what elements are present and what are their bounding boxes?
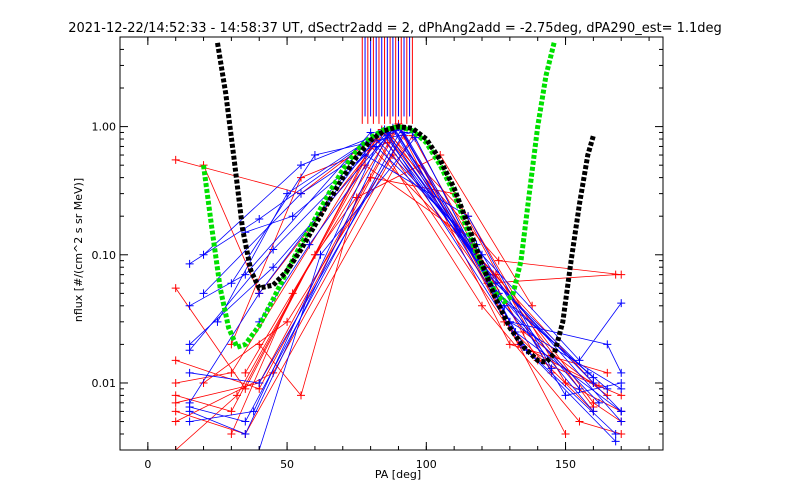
red-series-line-10: [244, 177, 552, 374]
red-series-point-12-1: [227, 368, 236, 377]
blue-series-point-10-1: [305, 240, 314, 249]
blue-series-point-8-1: [310, 151, 319, 160]
y-tick-label-1: 0.10: [92, 249, 117, 262]
red-series-point-10-0: [241, 368, 250, 377]
chart-title: 2021-12-22/14:52:33 - 14:58:37 UT, dSect…: [68, 21, 722, 36]
red-series-point-3-4: [575, 417, 584, 426]
x-tick-label-3: 150: [555, 458, 576, 471]
blue-series-point-7-0: [213, 317, 222, 326]
blue-series-line-5: [189, 145, 622, 422]
red-series-point-6-4: [561, 429, 570, 438]
red-series-point-2-0: [171, 356, 180, 365]
red-series-point-13-0: [171, 398, 180, 407]
axes: 0 50 100 150 0.01 0.10 1.00: [92, 36, 663, 471]
red-series-line-1: [175, 145, 622, 422]
red-series-line-7: [203, 131, 594, 384]
red-series-line-6: [175, 164, 566, 450]
red-series-point-12-3: [494, 256, 503, 265]
blue-series-point-15-1: [316, 250, 325, 259]
blue-series-point-4-4: [611, 429, 620, 438]
red-series-line-11: [258, 154, 533, 397]
blue-series-point-9-4: [547, 364, 556, 373]
x-tick-label-0: 0: [144, 458, 151, 471]
blue-series-point-0-0: [185, 259, 194, 268]
blue-series-point-2-5: [617, 368, 626, 377]
blue-series-point-14-0: [199, 289, 208, 298]
blue-series-point-15-4: [617, 384, 626, 393]
blue-series-point-8-4: [617, 407, 626, 416]
blue-series-point-6-4: [603, 384, 612, 393]
blue-series-point-0-1: [255, 215, 264, 224]
blue-series-point-1-5: [617, 299, 626, 308]
y-tick-label-2: 1.00: [92, 121, 117, 134]
blue-series-point-1-1: [241, 270, 250, 279]
blue-series-point-13-1: [269, 245, 278, 254]
red-series-point-1-0: [171, 284, 180, 293]
blue-series-point-1-0: [185, 301, 194, 310]
blue-series-point-3-0: [185, 368, 194, 377]
blue-series-point-4-1: [241, 429, 250, 438]
blue-series-point-6-1: [297, 161, 305, 170]
blue-series-line-0: [189, 128, 622, 412]
red-series-point-3-1: [227, 407, 236, 416]
red-series-point-9-1: [297, 173, 305, 182]
red-series-point-5-0: [171, 417, 180, 426]
blue-series-point-1-4: [575, 356, 584, 365]
blue-series-point-9-1: [288, 212, 297, 221]
red-series-point-11-0: [255, 340, 264, 349]
fit-black-curve: [215, 42, 596, 365]
blue-series-point-14-1: [297, 189, 305, 198]
blue-series-point-2-4: [603, 340, 612, 349]
blue-series-point-2-1: [269, 263, 278, 272]
plot-area: [171, 37, 626, 450]
blue-series-point-5-0: [185, 417, 194, 426]
red-series-point-2-3: [505, 340, 514, 349]
red-series-point-14-0: [227, 429, 236, 438]
red-series-line-2: [175, 125, 608, 390]
blue-series-point-5-4: [561, 391, 570, 400]
blue-series-point-12-1: [241, 417, 250, 426]
y-tick-label-0: 0.01: [92, 377, 117, 390]
blue-series-point-11-1: [255, 289, 264, 298]
blue-series-point-14-4: [575, 384, 584, 393]
red-series-line-9: [231, 142, 616, 345]
red-series-point-12-0: [171, 378, 180, 387]
x-axis-label: PA [deg]: [375, 468, 421, 481]
blue-series-point-6-0: [199, 250, 208, 259]
blue-series-point-3-1: [255, 378, 264, 387]
x-tick-label-1: 50: [280, 458, 294, 471]
y-axis-label: nflux [#/(cm^2 s sr MeV)]: [72, 178, 85, 322]
blue-series-point-3-4: [589, 407, 598, 416]
red-series-point-3-3: [478, 301, 486, 310]
blue-series-point-13-0: [185, 346, 194, 355]
x-tick-label-2: 100: [416, 458, 437, 471]
blue-series-point-8-0: [227, 279, 236, 288]
blue-series-point-10-4: [594, 398, 603, 407]
red-series-line-0: [175, 128, 622, 412]
red-series-point-12-4: [617, 270, 626, 279]
red-series-point-8-1: [283, 317, 292, 326]
plot-frame: [119, 36, 664, 451]
red-series-point-6-1: [232, 391, 241, 400]
blue-series-point-12-0: [185, 402, 194, 411]
blue-series-point-12-4: [611, 437, 620, 446]
blue-series-point-13-4: [589, 373, 598, 382]
red-series-point-4-0: [171, 407, 180, 416]
red-series-point-11-1: [297, 391, 305, 400]
red-series-point-14-1: [288, 289, 297, 298]
blue-series-point-11-4: [617, 417, 626, 426]
red-series-point-0-0: [171, 155, 180, 164]
red-series-point-2-4: [603, 368, 612, 377]
red-series-point-3-0: [171, 391, 180, 400]
